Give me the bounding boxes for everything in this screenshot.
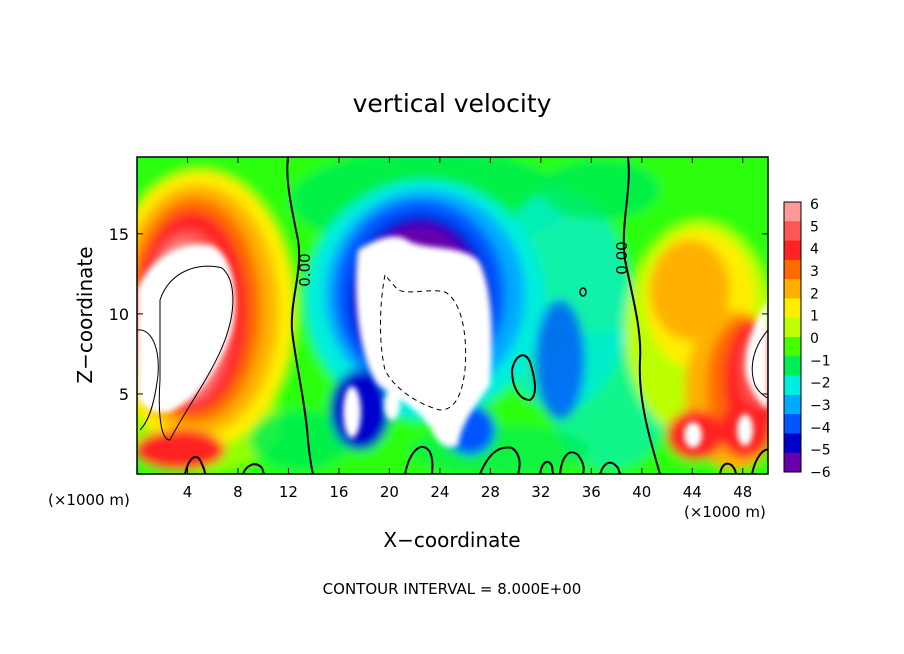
x-tick-label: 20 — [380, 483, 399, 501]
colorbar-swatch — [784, 317, 801, 338]
colorbar-swatch — [784, 337, 801, 357]
x-tick-label: 12 — [279, 483, 298, 501]
colorbar-label: 6 — [810, 197, 819, 213]
x-tick-label: 40 — [632, 483, 651, 501]
y-axis-title: Z−coordinate — [73, 246, 97, 383]
contour-label-left: 0.00 — [296, 253, 314, 286]
colorbar: 6 5 4 3 2 1 0 −1 −2 −3 −4 −5 −6 — [783, 197, 831, 481]
x-tick-label: 28 — [481, 483, 500, 501]
x-tick-label: 24 — [430, 483, 449, 501]
colorbar-label: 4 — [810, 242, 819, 258]
x-tick-label: 48 — [733, 483, 752, 501]
colorbar-label: −2 — [810, 376, 831, 392]
colorbar-label: 2 — [810, 286, 819, 302]
colorbar-swatch — [784, 433, 801, 454]
contour-interval-note: CONTOUR INTERVAL = 8.000E+00 — [323, 580, 582, 598]
chart-title: vertical velocity — [353, 89, 552, 118]
y-tick-label: 5 — [119, 385, 129, 404]
colorbar-swatch — [784, 414, 801, 434]
colorbar-swatch — [784, 298, 801, 319]
colorbar-swatch — [784, 394, 801, 415]
colorbar-label: 3 — [810, 264, 819, 280]
x-tick-label: 4 — [183, 483, 193, 501]
x-unit-label-left: (×1000 m) — [48, 491, 130, 509]
colorbar-label: −6 — [810, 465, 831, 481]
colorbar-label: −4 — [810, 420, 831, 436]
colorbar-label: 0 — [810, 331, 819, 347]
x-tick-label: 44 — [683, 483, 702, 501]
colorbar-swatch — [784, 202, 801, 222]
colorbar-label: −5 — [810, 443, 831, 459]
colorbar-frame — [783, 201, 802, 473]
x-axis: 4 8 12 16 20 24 28 32 36 40 44 48 — [183, 157, 752, 501]
colorbar-label: 5 — [810, 219, 819, 235]
x-tick-label: 32 — [531, 483, 550, 501]
colorbar-swatch — [784, 259, 801, 280]
x-tick-label: 36 — [582, 483, 601, 501]
x-tick-label: 16 — [329, 483, 348, 501]
colorbar-swatch — [784, 221, 801, 242]
colorbar-swatch — [784, 279, 801, 299]
colorbar-label: 1 — [810, 309, 819, 325]
y-axis: 5 10 15 — [109, 225, 768, 404]
colorbar-label: −3 — [810, 398, 831, 414]
velocity-field — [137, 157, 768, 474]
contour-label-right: 0.00 — [613, 241, 631, 274]
x-unit-label-right: (×1000 m) — [684, 503, 766, 521]
colorbar-swatch — [784, 375, 801, 396]
contour-lines — [137, 157, 768, 474]
colorbar-swatch — [784, 452, 801, 473]
colorbar-label: −1 — [810, 353, 831, 369]
y-tick-label: 15 — [109, 225, 129, 244]
x-axis-title: X−coordinate — [383, 528, 520, 552]
plot-frame — [136, 156, 769, 475]
colorbar-swatch — [784, 240, 801, 261]
colorbar-swatch — [784, 356, 801, 377]
y-tick-label: 10 — [109, 305, 129, 324]
x-tick-label: 8 — [233, 483, 243, 501]
